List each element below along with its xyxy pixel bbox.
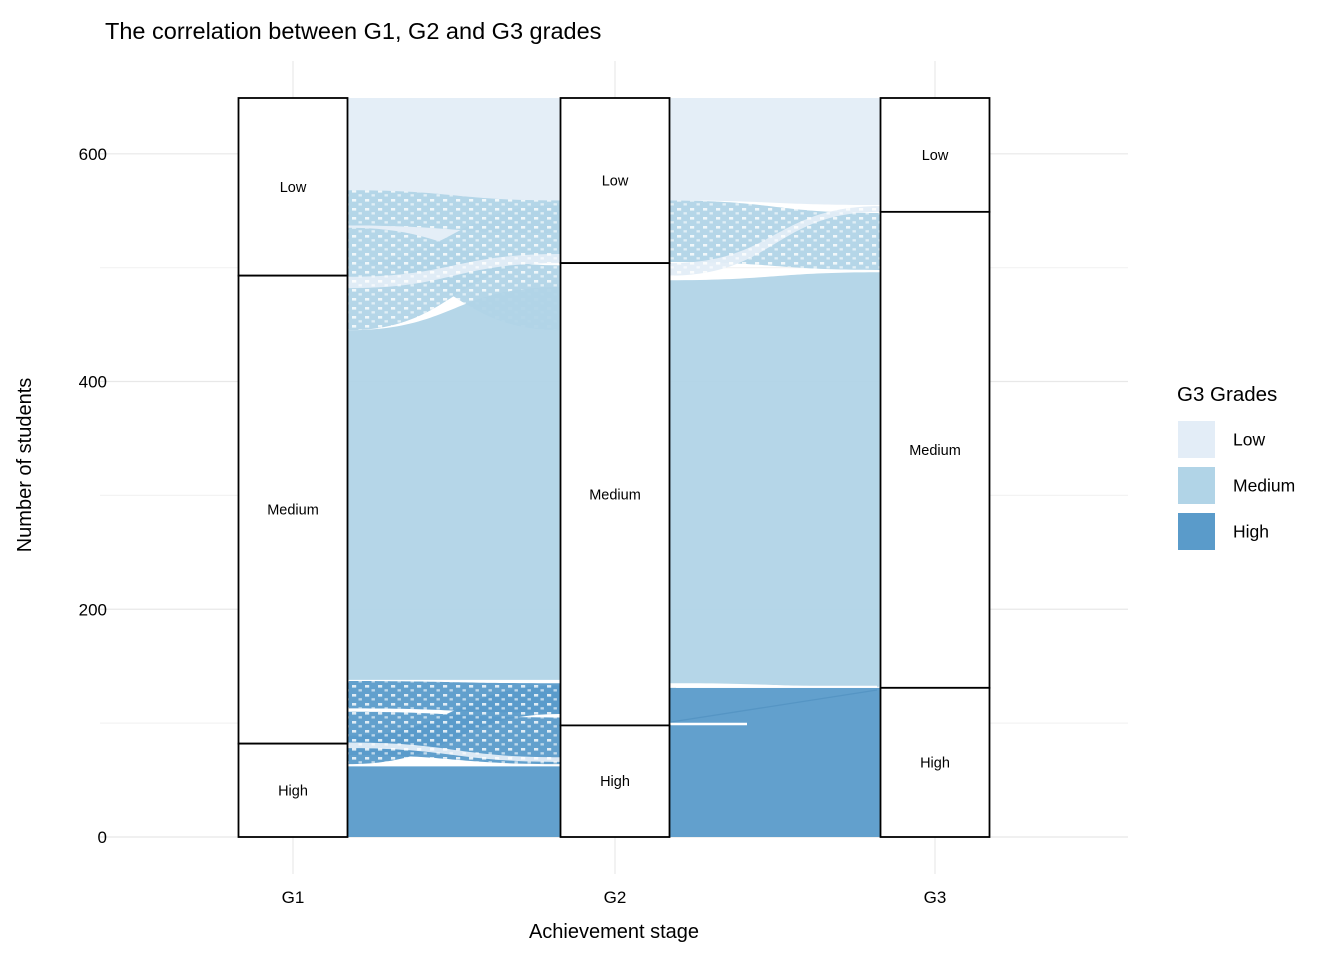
flow-ribbon xyxy=(669,98,881,206)
stratum-label: Medium xyxy=(589,487,641,503)
stratum-box xyxy=(879,210,991,689)
stratum-box xyxy=(879,97,991,213)
stratum-box xyxy=(237,97,349,277)
legend-title: G3 Grades xyxy=(1177,383,1277,406)
flow-gap-lines xyxy=(669,685,878,726)
flow-ribbon xyxy=(347,766,561,837)
legend-item-label: High xyxy=(1233,522,1269,542)
stratum-label: High xyxy=(600,774,630,790)
stratum-label: High xyxy=(920,755,950,771)
stratum-box xyxy=(559,262,671,727)
axis-tick-labels: 0 200 400 600 G1 G2 G3 xyxy=(79,145,947,907)
y-tick-label: 200 xyxy=(79,600,107,619)
stratum-label: Low xyxy=(922,148,949,164)
flow-ribbon-texture xyxy=(347,253,561,289)
stratum-box xyxy=(237,274,349,745)
x-tick-label: G3 xyxy=(924,888,947,907)
legend: Low Medium High xyxy=(1178,421,1295,550)
legend-swatch xyxy=(1178,421,1215,458)
legend-item-label: Medium xyxy=(1233,476,1295,496)
y-tick-label: 400 xyxy=(79,373,107,392)
legend-swatch xyxy=(1178,513,1215,550)
flow-ribbons xyxy=(347,98,881,837)
x-axis-title: Achievement stage xyxy=(529,921,699,943)
stratum-label: High xyxy=(278,783,308,799)
flow-ribbon-texture xyxy=(669,206,881,276)
stratum-label: Medium xyxy=(267,503,319,519)
legend-item-label: Low xyxy=(1233,430,1265,450)
legend-swatch xyxy=(1178,467,1215,504)
chart-title: The correlation between G1, G2 and G3 gr… xyxy=(105,18,601,44)
stratum-label: Medium xyxy=(909,443,961,459)
stratum-label: Low xyxy=(280,180,307,196)
flow-ribbon xyxy=(669,687,881,837)
flow-ribbon xyxy=(347,287,561,680)
x-tick-label: G2 xyxy=(604,888,627,907)
y-tick-label: 0 xyxy=(98,828,107,847)
stratum-label: Low xyxy=(602,174,629,190)
stratum-box xyxy=(559,724,671,838)
flow-boundary-line xyxy=(670,689,878,723)
x-tick-label: G1 xyxy=(282,888,305,907)
flow-ribbon-texture xyxy=(347,742,561,762)
stratum-box xyxy=(559,97,671,265)
y-tick-label: 600 xyxy=(79,145,107,164)
strata-boxes: Low Medium High Low Medium High Low Medium High xyxy=(237,97,991,838)
flow-ribbon xyxy=(669,272,881,687)
y-axis-title: Number of students xyxy=(14,378,36,553)
stratum-box xyxy=(237,742,349,838)
stratum-box xyxy=(879,686,991,838)
